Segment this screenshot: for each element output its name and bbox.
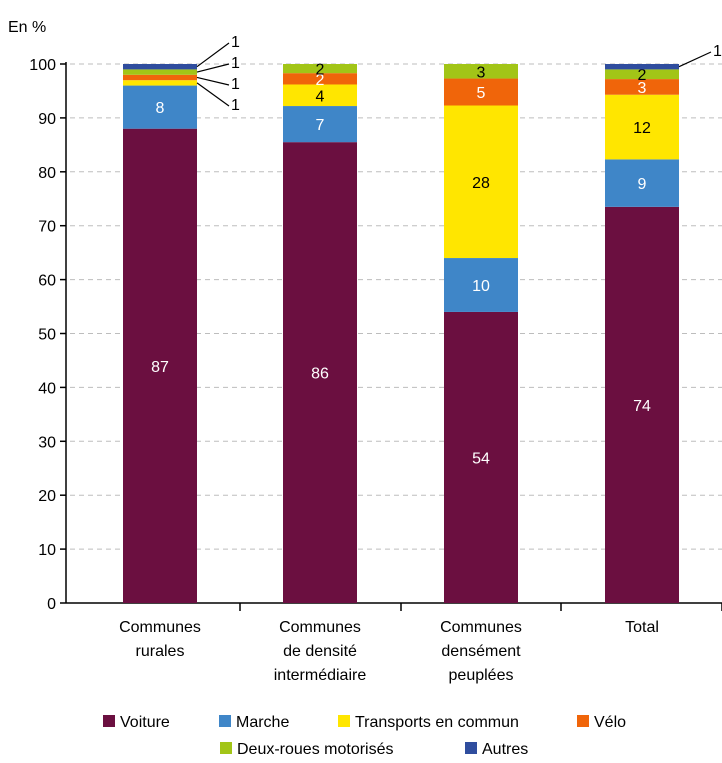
x-category-label: densément bbox=[441, 643, 521, 660]
x-category-label: Communes bbox=[119, 619, 201, 636]
data-label: 5 bbox=[477, 85, 486, 102]
data-label: 9 bbox=[638, 176, 647, 193]
bar-segment-transports-en-commun bbox=[123, 80, 197, 86]
bar-segment-voiture bbox=[605, 206, 679, 603]
callout-label: 1 bbox=[713, 43, 722, 60]
x-category-label: rurales bbox=[136, 643, 185, 660]
y-tick-label: 0 bbox=[47, 596, 56, 613]
y-tick-label: 70 bbox=[38, 219, 56, 236]
bar-segment-marche bbox=[123, 85, 197, 129]
bar-segment-voiture bbox=[283, 142, 357, 603]
bar-segment-deux-roues-motoris-s bbox=[605, 69, 679, 80]
data-label: 3 bbox=[477, 64, 486, 81]
bar-segment-marche bbox=[444, 258, 518, 312]
data-label: 4 bbox=[316, 88, 325, 105]
legend-label: Voiture bbox=[120, 714, 170, 731]
bar-segment-deux-roues-motoris-s bbox=[123, 69, 197, 75]
x-category-label: de densité bbox=[283, 643, 357, 660]
callout-line bbox=[196, 76, 230, 86]
y-tick-label: 100 bbox=[29, 57, 56, 74]
legend-swatch bbox=[577, 715, 589, 727]
callout-line bbox=[196, 63, 230, 73]
y-axis: 0 10 20 30 40 50 60 70 80 90 100 bbox=[29, 57, 722, 613]
legend-swatch bbox=[465, 742, 477, 754]
data-label: 10 bbox=[472, 278, 490, 295]
data-label: 2 bbox=[316, 62, 325, 79]
y-tick-label: 10 bbox=[38, 542, 56, 559]
bar-segment-marche bbox=[283, 106, 357, 143]
callout-label: 1 bbox=[231, 55, 240, 72]
legend-swatch bbox=[220, 742, 232, 754]
callout-label: 1 bbox=[231, 34, 240, 51]
bar-segment-transports-en-commun bbox=[444, 105, 518, 259]
legend-label: Vélo bbox=[594, 714, 626, 731]
y-axis-unit-label: En % bbox=[8, 19, 46, 36]
legend-label: Autres bbox=[482, 741, 528, 758]
data-label: 28 bbox=[472, 175, 490, 192]
bar-segment-v-lo bbox=[123, 74, 197, 81]
legend-label: Marche bbox=[236, 714, 289, 731]
bar-segment-v-lo bbox=[605, 79, 679, 95]
data-label: 7 bbox=[316, 117, 325, 134]
data-label: 8 bbox=[156, 100, 165, 117]
legend: Voiture Marche Transports en commun Vélo Deu… bbox=[103, 714, 626, 758]
callout-label: 1 bbox=[231, 76, 240, 93]
y-tick-label: 60 bbox=[38, 273, 56, 290]
y-tick-label: 20 bbox=[38, 488, 56, 505]
callout-label: 1 bbox=[231, 97, 240, 114]
callout-line bbox=[196, 82, 230, 107]
bar-segment-transports-en-commun bbox=[283, 84, 357, 107]
y-tick-label: 30 bbox=[38, 434, 56, 451]
x-category-label: Total bbox=[625, 619, 659, 636]
data-label: 54 bbox=[472, 450, 490, 467]
data-label: 3 bbox=[638, 80, 647, 97]
bar-segment-marche bbox=[605, 159, 679, 207]
y-tick-label: 80 bbox=[38, 165, 56, 182]
bar-segment-voiture bbox=[444, 311, 518, 603]
data-label: 74 bbox=[633, 398, 651, 415]
data-label: 2 bbox=[316, 72, 325, 89]
bar-segment-transports-en-commun bbox=[605, 94, 679, 160]
legend-swatch bbox=[219, 715, 231, 727]
bar-segment-autres bbox=[123, 64, 197, 70]
x-category-label: peuplées bbox=[449, 667, 514, 684]
legend-label: Transports en commun bbox=[355, 714, 519, 731]
legend-swatch bbox=[338, 715, 350, 727]
x-axis-categories: Communes rurales Communes de densité intermé… bbox=[119, 619, 659, 684]
callouts: 1 1 1 1 1 bbox=[196, 34, 722, 114]
data-label: 87 bbox=[151, 359, 169, 376]
data-label: 86 bbox=[311, 366, 329, 383]
callout-line bbox=[196, 42, 230, 68]
data-label: 2 bbox=[638, 67, 647, 84]
legend-swatch bbox=[103, 715, 115, 727]
data-label: 12 bbox=[633, 120, 651, 137]
bar-segment-deux-roues-motoris-s bbox=[283, 64, 357, 74]
y-tick-label: 90 bbox=[38, 111, 56, 128]
x-category-label: Communes bbox=[279, 619, 361, 636]
bar-segment-autres bbox=[605, 64, 679, 70]
bar-segment-v-lo bbox=[283, 73, 357, 85]
y-tick-label: 50 bbox=[38, 327, 56, 344]
x-category-label: intermédiaire bbox=[274, 667, 367, 684]
y-tick-label: 40 bbox=[38, 380, 56, 397]
callout-line bbox=[678, 51, 712, 68]
bar-segment-v-lo bbox=[444, 78, 518, 106]
legend-label: Deux-roues motorisés bbox=[237, 741, 394, 758]
x-category-label: Communes bbox=[440, 619, 522, 636]
bar-segment-voiture bbox=[123, 128, 197, 603]
bar-segment-deux-roues-motoris-s bbox=[444, 64, 518, 79]
